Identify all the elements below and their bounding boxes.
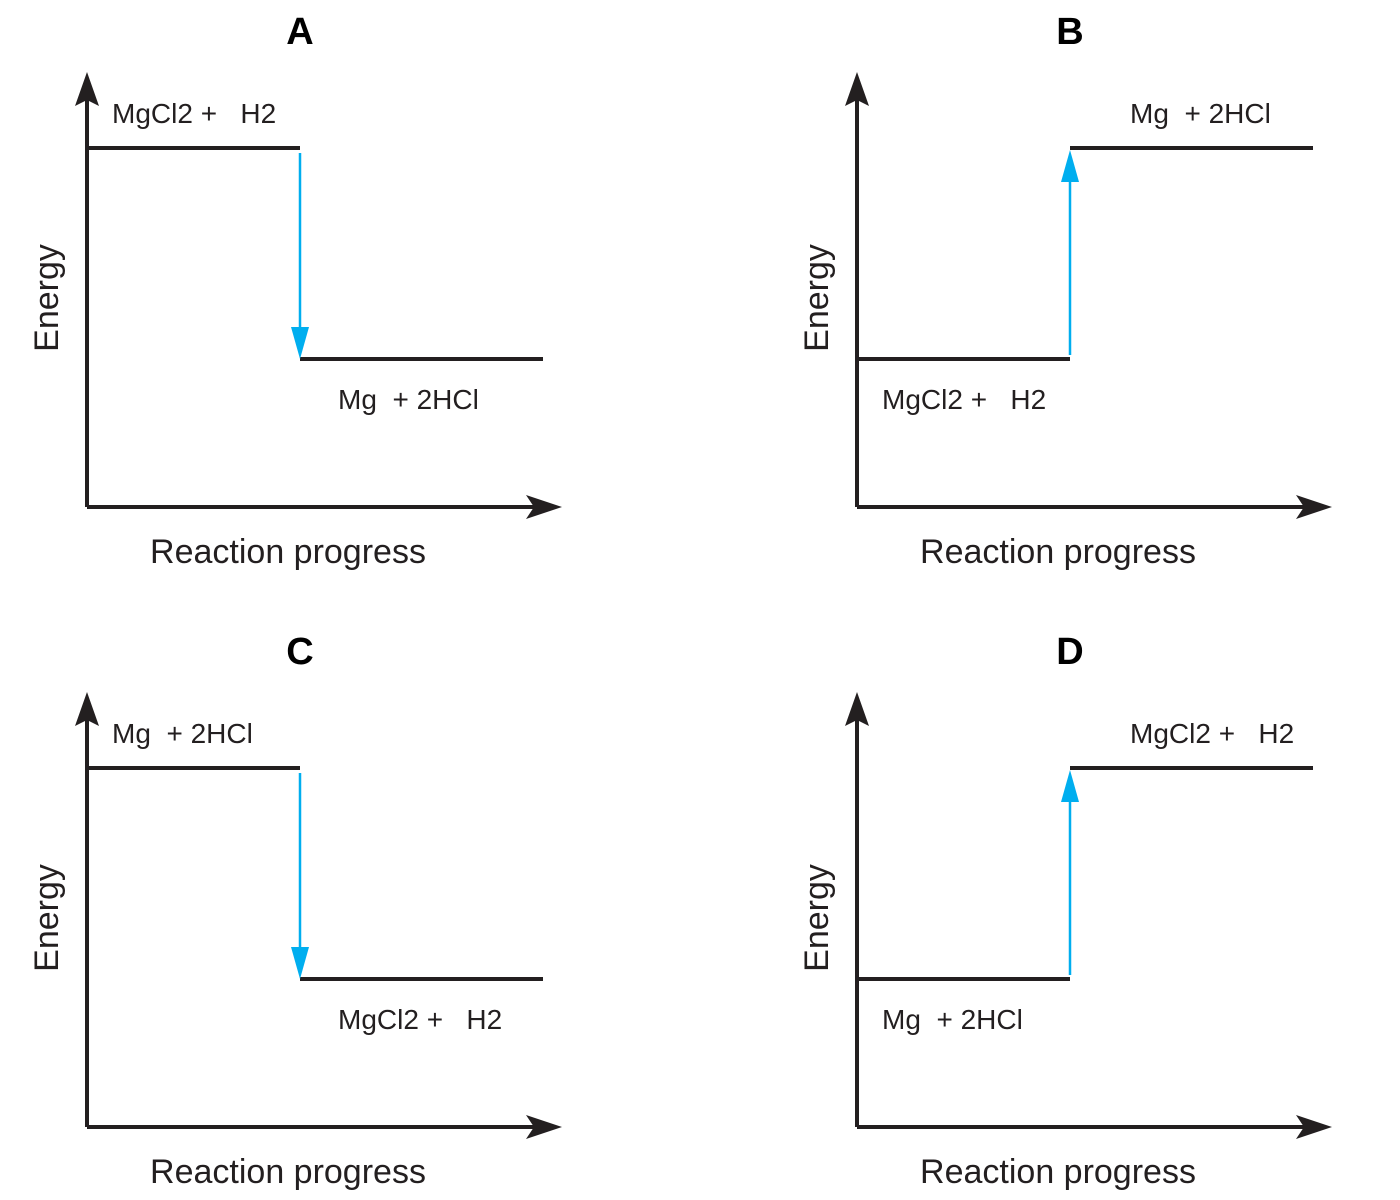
panel-d: D Energy Reaction progress MgCl2 + H2 Mg + 2… <box>798 631 1332 1191</box>
y-axis-arrowhead-icon <box>75 692 99 726</box>
panel-title: A <box>286 11 313 53</box>
x-axis-label: Reaction progress <box>920 533 1196 571</box>
y-axis-label: Energy <box>28 864 66 972</box>
arrow-up-icon <box>1061 150 1079 182</box>
y-axis-label: Energy <box>798 244 836 352</box>
panel-c: C Energy Reaction progress Mg + 2HCl MgCl2 +… <box>28 631 562 1191</box>
y-axis-arrowhead-icon <box>845 692 869 726</box>
panel-title: C <box>286 631 313 673</box>
x-axis-arrowhead-icon <box>1296 1115 1332 1139</box>
axes <box>85 710 545 1129</box>
panel-title: B <box>1056 11 1083 53</box>
arrow-down-icon <box>291 327 309 359</box>
panel-a: A Energy Reaction progress MgCl2 + H2 Mg + 2… <box>28 11 562 571</box>
y-axis-label: Energy <box>28 244 66 352</box>
axes <box>855 710 1315 1129</box>
x-axis-arrowhead-icon <box>526 495 562 519</box>
x-axis-label: Reaction progress <box>150 1153 426 1191</box>
lower-level-label: MgCl2 + H2 <box>882 384 1046 415</box>
y-axis-arrowhead-icon <box>75 72 99 106</box>
y-axis-label: Energy <box>798 864 836 972</box>
x-axis-label: Reaction progress <box>150 533 426 571</box>
x-axis-arrowhead-icon <box>1296 495 1332 519</box>
x-axis-label: Reaction progress <box>920 1153 1196 1191</box>
upper-level-label: Mg + 2HCl <box>1130 98 1271 129</box>
upper-level-label: MgCl2 + H2 <box>1130 718 1294 749</box>
upper-level-label: MgCl2 + H2 <box>112 98 276 129</box>
y-axis-arrowhead-icon <box>845 72 869 106</box>
axes <box>855 90 1315 509</box>
axes <box>85 90 545 509</box>
upper-level-label: Mg + 2HCl <box>112 718 253 749</box>
x-axis-arrowhead-icon <box>526 1115 562 1139</box>
lower-level-label: Mg + 2HCl <box>338 384 479 415</box>
arrow-up-icon <box>1061 770 1079 802</box>
lower-level-label: Mg + 2HCl <box>882 1004 1023 1035</box>
panel-b: B Energy Reaction progress Mg + 2HCl MgCl2 +… <box>798 11 1332 571</box>
lower-level-label: MgCl2 + H2 <box>338 1004 502 1035</box>
arrow-down-icon <box>291 947 309 979</box>
panel-title: D <box>1056 631 1083 673</box>
